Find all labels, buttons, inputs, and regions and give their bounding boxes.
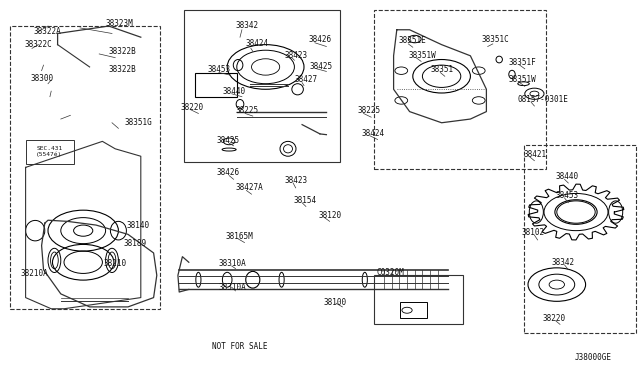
Text: 38351G: 38351G xyxy=(125,118,152,126)
Text: 38165M: 38165M xyxy=(225,232,253,241)
Text: 38310A: 38310A xyxy=(219,259,246,268)
Text: 38427A: 38427A xyxy=(236,183,263,192)
Text: NOT FOR SALE: NOT FOR SALE xyxy=(212,342,268,351)
Text: 38351C: 38351C xyxy=(481,35,509,44)
Text: 38210: 38210 xyxy=(104,259,127,268)
Text: 08157-0301E: 08157-0301E xyxy=(517,95,568,104)
Text: 38440: 38440 xyxy=(556,172,579,181)
Text: 38351W: 38351W xyxy=(509,76,536,84)
Text: 38322A: 38322A xyxy=(33,27,61,36)
Text: SEC.431
(5547é): SEC.431 (5547é) xyxy=(36,146,63,157)
Text: 38120: 38120 xyxy=(319,211,342,219)
Text: 38342: 38342 xyxy=(236,21,259,30)
Text: 38323M: 38323M xyxy=(106,19,133,28)
Text: 38425: 38425 xyxy=(309,62,332,71)
Text: 38351F: 38351F xyxy=(509,58,536,67)
Text: 38351: 38351 xyxy=(430,65,453,74)
Bar xyxy=(195,73,237,97)
Text: 38300: 38300 xyxy=(31,74,54,83)
Bar xyxy=(374,275,463,324)
Text: 38351E: 38351E xyxy=(398,36,426,45)
Text: 38140: 38140 xyxy=(127,221,150,230)
Text: J38000GE: J38000GE xyxy=(575,353,612,362)
Text: 38426: 38426 xyxy=(216,169,239,177)
Bar xyxy=(400,302,427,318)
Text: 38351W: 38351W xyxy=(408,51,436,60)
Text: 38220: 38220 xyxy=(543,314,566,323)
Bar xyxy=(26,140,74,164)
Text: 38220: 38220 xyxy=(180,103,204,112)
Text: 38427: 38427 xyxy=(294,76,317,84)
Text: 38440: 38440 xyxy=(222,87,245,96)
Text: C0320M: C0320M xyxy=(376,268,404,277)
Text: 38102: 38102 xyxy=(522,228,545,237)
Text: 38424: 38424 xyxy=(362,129,385,138)
Text: 38210A: 38210A xyxy=(20,269,48,278)
Text: 38423: 38423 xyxy=(285,176,308,185)
Text: 38225: 38225 xyxy=(236,106,259,115)
Text: 38423: 38423 xyxy=(285,51,308,60)
Text: 38154: 38154 xyxy=(293,196,316,205)
Text: 38426: 38426 xyxy=(308,35,332,44)
Text: 38310A: 38310A xyxy=(219,283,246,292)
Text: 38322B: 38322B xyxy=(109,65,136,74)
Text: 38421: 38421 xyxy=(524,150,547,159)
Text: 38322B: 38322B xyxy=(109,47,136,56)
Text: 38342: 38342 xyxy=(552,258,575,267)
Text: 38453: 38453 xyxy=(556,191,579,200)
Text: 38225: 38225 xyxy=(357,106,380,115)
Text: 38424: 38424 xyxy=(245,39,268,48)
Text: 38322C: 38322C xyxy=(24,40,52,49)
Text: 38189: 38189 xyxy=(124,239,147,248)
Text: 38453: 38453 xyxy=(208,65,231,74)
Text: 38425: 38425 xyxy=(216,136,239,145)
Text: 38100: 38100 xyxy=(323,298,346,307)
